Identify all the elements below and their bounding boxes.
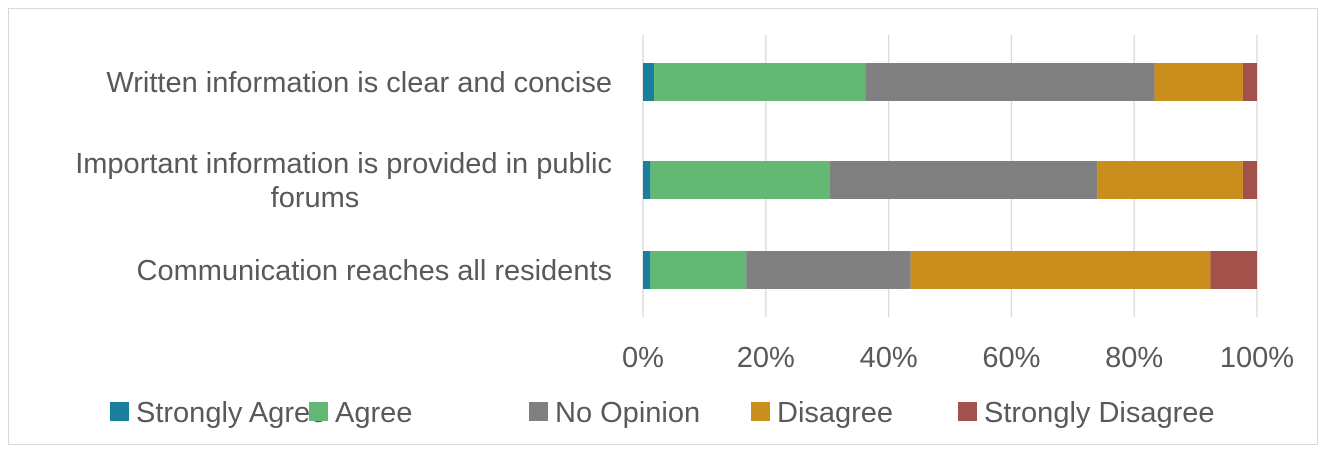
bars [643,63,1257,289]
bar-segment-disagree [1097,161,1243,199]
x-tick-label: 20% [737,342,795,374]
category-labels: Written information is clear and concise… [75,67,612,287]
bar-segment-agree [650,251,747,289]
bar-segment-strongly-agree [643,161,651,199]
bar-segment-agree [650,161,830,199]
legend: Strongly Agree Agree No Opinion Disagree Str… [110,397,1215,429]
x-tick-labels: 0% 20% 40% 60% 80% 100% [622,342,1294,374]
category-label: Written information is clear and concise [106,67,612,99]
legend-swatch [529,402,548,421]
bar-segment-no-opinion [746,251,911,289]
legend-label: Disagree [777,397,893,429]
bar-segment-strongly-disagree [1242,161,1257,199]
x-tick-label: 40% [860,342,918,374]
bar-segment-disagree [1154,63,1243,101]
bar-segment-strongly-disagree [1210,251,1257,289]
bar-segment-no-opinion [829,161,1098,199]
legend-label: Strongly Disagree [984,397,1215,429]
legend-label: Strongly Agree [136,397,326,429]
x-tick-label: 80% [1105,342,1163,374]
bar-segment-no-opinion [865,63,1155,101]
bar-segment-disagree [910,251,1211,289]
category-label: forums [271,182,360,214]
bar-segment-strongly-agree [643,251,651,289]
x-tick-label: 0% [622,342,664,374]
legend-swatch [309,402,328,421]
legend-label: No Opinion [555,397,700,429]
category-label: Communication reaches all residents [137,255,613,287]
legend-swatch [110,402,129,421]
legend-label: Agree [335,397,412,429]
bar-segment-strongly-disagree [1242,63,1257,101]
legend-swatch [751,402,770,421]
x-tick-label: 100% [1220,342,1294,374]
bar-segment-agree [654,63,866,101]
bar-segment-strongly-agree [643,63,655,101]
x-tick-label: 60% [982,342,1040,374]
legend-swatch [958,402,977,421]
category-label: Important information is provided in pub… [75,148,612,180]
